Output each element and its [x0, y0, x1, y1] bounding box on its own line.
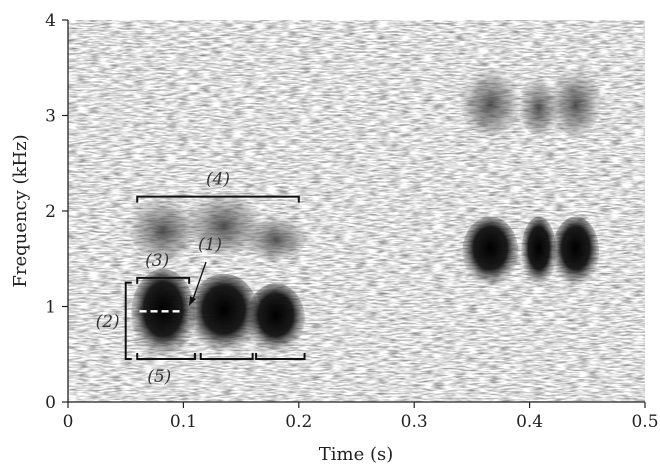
call-harmonic: [129, 195, 198, 260]
x-tick-label: 0.3: [401, 412, 428, 432]
annotation-label: (3): [145, 251, 169, 271]
annotation-label: (4): [206, 170, 230, 190]
annotations: (1) (2) (3) (4) (5): [96, 170, 306, 387]
call-harmonic: [550, 66, 602, 136]
bracket-5: [255, 353, 306, 361]
call-marks: [129, 66, 602, 359]
y-tick-label: 0: [45, 393, 56, 413]
annotation-label: (5): [147, 367, 171, 387]
x-tick-label: 0.1: [170, 412, 197, 432]
annotation-label: (1): [198, 235, 222, 255]
bracket-4: [136, 195, 300, 203]
call-harmonic: [460, 66, 521, 136]
bracket-5: [199, 353, 254, 361]
x-tick-label: 0.5: [631, 412, 658, 432]
call-harmonic: [186, 190, 261, 256]
bracket-5: [136, 353, 196, 361]
y-tick-label: 3: [45, 107, 56, 127]
y-tick-label: 4: [45, 11, 56, 31]
annotation-label: (2): [96, 312, 120, 332]
annotation-arrowhead: [189, 296, 196, 306]
y-tick-label: 2: [45, 202, 56, 222]
call-harmonic: [244, 214, 307, 260]
bracket-3: [136, 276, 191, 284]
call-fundamental: [131, 269, 196, 359]
annotation-arrow: [191, 261, 207, 303]
x-tick-label: 0.4: [516, 412, 543, 432]
bracket-2: [124, 281, 132, 361]
y-axis-title: Frequency (kHz): [10, 134, 31, 287]
call-harmonic: [519, 76, 559, 136]
call-fundamental: [552, 216, 600, 287]
call-fundamental: [462, 216, 519, 287]
axes: 0 0.1 0.2 0.3 0.4 0.5 0 1 2 3 4: [45, 11, 658, 432]
call-fundamental: [188, 273, 259, 354]
x-axis-title: Time (s): [319, 444, 394, 465]
x-tick-label: 0: [63, 412, 74, 432]
y-tick-label: 1: [45, 298, 56, 318]
call-fundamental: [246, 283, 305, 354]
x-tick-label: 0.2: [285, 412, 312, 432]
call-fundamental: [521, 216, 557, 287]
